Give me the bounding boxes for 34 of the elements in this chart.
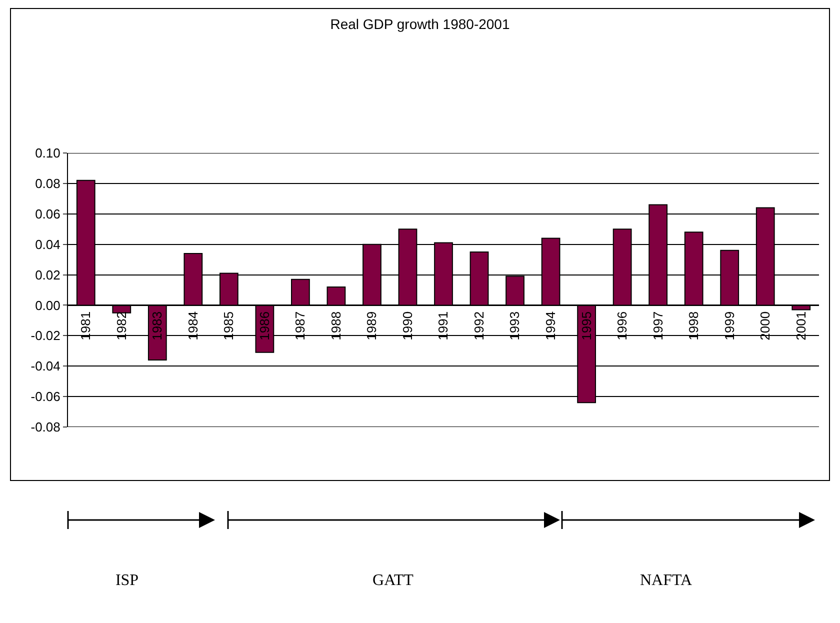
y-tick-label: 0.10 (35, 146, 60, 161)
x-tick-label: 1986 (256, 311, 272, 340)
y-tick-label: 0.02 (35, 267, 60, 282)
x-tick-label: 1989 (364, 311, 380, 340)
text: GATT (372, 572, 414, 590)
x-tick-label: 1992 (471, 311, 486, 340)
y-tick-label: -0.02 (30, 328, 60, 344)
x-tick-label: 1981 (78, 311, 94, 340)
x-tick-label: 1996 (614, 311, 630, 340)
x-tick-label: 1982 (114, 311, 129, 340)
text: ISP (115, 572, 139, 590)
x-tick-label: 2000 (758, 311, 773, 340)
x-tick-label: 1987 (292, 311, 308, 340)
y-tick-label: 0.00 (35, 298, 60, 313)
y-tick-label: 0.04 (35, 236, 60, 252)
x-tick-label: 1993 (507, 311, 522, 340)
x-tick-label: 1985 (221, 311, 236, 340)
x-tick-label: 1991 (436, 311, 451, 340)
text: NAFTA (640, 572, 692, 590)
x-tick-label: 1983 (150, 311, 165, 340)
y-tick-label: 0.06 (35, 206, 60, 222)
x-tick-label: 1999 (722, 311, 737, 340)
y-tick-label: -0.04 (30, 358, 60, 374)
x-tick-label: 1995 (578, 311, 594, 340)
chart-title: Real GDP growth 1980-2001 (330, 16, 510, 32)
x-tick-label: 1994 (543, 311, 558, 340)
x-tick-label: 1998 (686, 311, 702, 340)
y-tick-label: 0.08 (35, 176, 60, 191)
x-tick-label: 1988 (328, 311, 344, 340)
y-tick-label: -0.08 (30, 420, 60, 435)
x-tick-label: 1984 (185, 311, 200, 340)
y-tick-label: -0.06 (30, 389, 60, 404)
x-tick-label: 1997 (650, 311, 666, 340)
x-tick-label: 1990 (400, 311, 415, 340)
